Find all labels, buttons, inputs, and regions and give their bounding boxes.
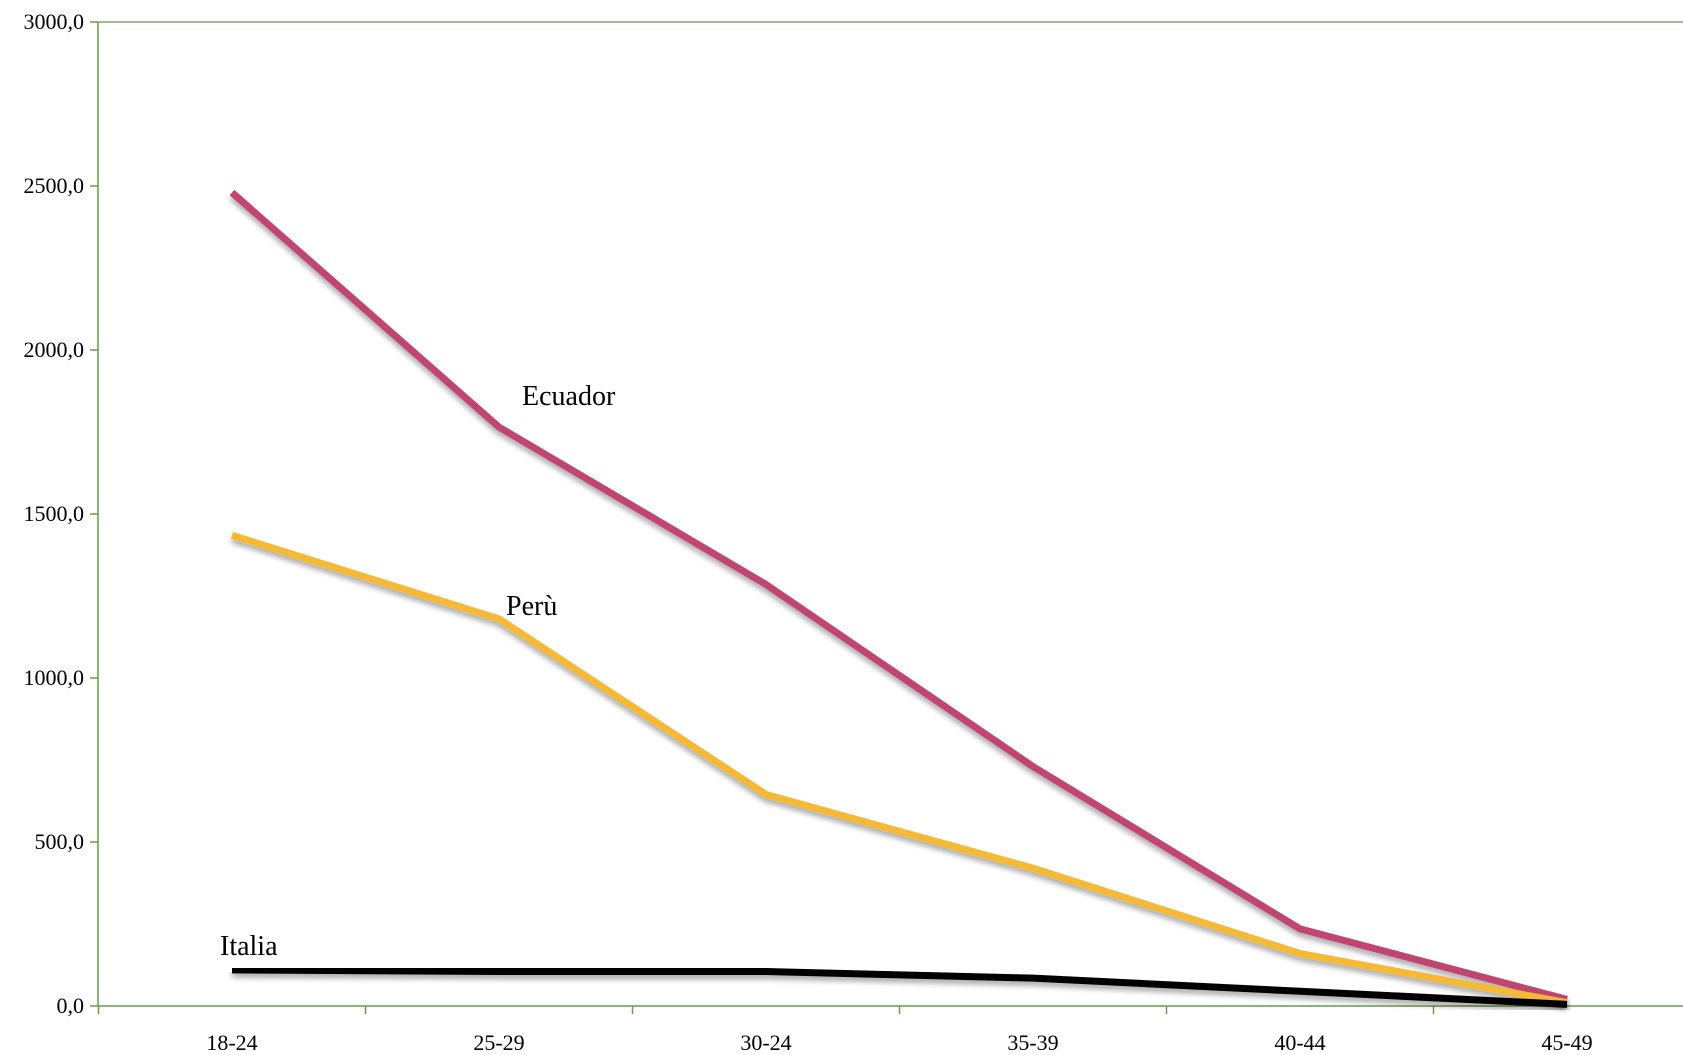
y-tick-label: 2000,0 <box>24 337 85 362</box>
y-tick-label: 1000,0 <box>24 665 85 690</box>
y-tick-label: 2500,0 <box>24 173 85 198</box>
y-axis: 0,0 500,0 1000,0 1500,0 2000,0 2500,0 3000,0 <box>24 9 99 1018</box>
series-line-2 <box>231 966 1568 1008</box>
y-tick-label: 3000,0 <box>24 9 85 34</box>
x-tick-label: 35-39 <box>1007 1030 1058 1055</box>
series-label: Italia <box>220 931 278 962</box>
x-tick-label: 45-49 <box>1541 1030 1592 1055</box>
x-tick-label: 18-24 <box>206 1030 257 1055</box>
series-label: Ecuador <box>522 381 616 412</box>
y-ticks: 0,0 500,0 1000,0 1500,0 2000,0 2500,0 3000,0 <box>24 9 98 1018</box>
y-tick-label: 0,0 <box>57 993 85 1018</box>
y-tick-label: 1500,0 <box>24 501 85 526</box>
x-ticks: 18-24 25-29 30-24 35-39 40-44 45-49 <box>97 1006 1593 1055</box>
x-tick-label: 40-44 <box>1274 1030 1325 1055</box>
series-line-0 <box>229 189 1568 1003</box>
x-axis: 18-24 25-29 30-24 35-39 40-44 45-49 <box>97 1005 1683 1055</box>
series-line-1 <box>230 531 1568 1007</box>
series-group <box>229 189 1568 1008</box>
x-tick-label: 25-29 <box>473 1030 524 1055</box>
series-labels: Ecuador Perù Italia <box>220 381 616 962</box>
y-tick-label: 500,0 <box>35 829 85 854</box>
x-tick-label: 30-24 <box>740 1030 791 1055</box>
series-label: Perù <box>506 591 557 622</box>
